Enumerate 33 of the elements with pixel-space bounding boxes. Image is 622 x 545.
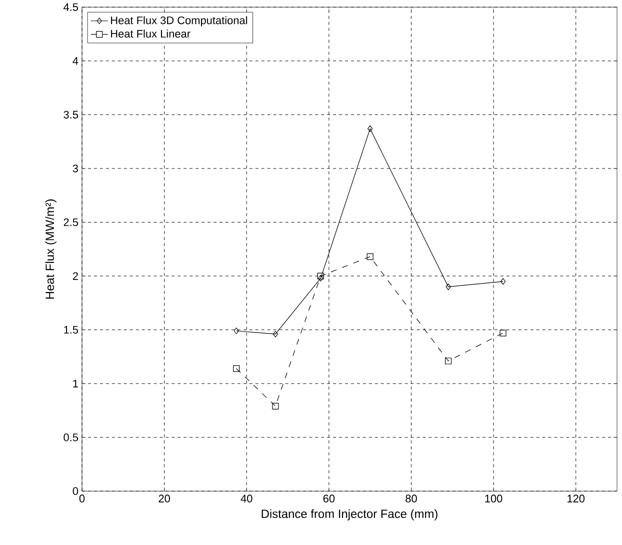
x-tick-label: 100: [485, 494, 502, 502]
point: [272, 402, 279, 410]
y-tick-label: 2.5: [64, 218, 78, 226]
point: [272, 330, 278, 338]
point: [366, 253, 374, 260]
point: [318, 274, 324, 282]
y-tick-label: 1.5: [64, 326, 78, 334]
y-tick-label: 3: [72, 164, 78, 172]
point: [317, 272, 324, 280]
y-tick-label: 4.5: [64, 3, 78, 11]
x-tick-label: 60: [323, 494, 335, 502]
x-tick-label: 120: [568, 494, 585, 502]
legend-label: Heat Flux 3D Computational: [111, 16, 248, 26]
point: [234, 328, 239, 334]
x-tick-label: 80: [406, 494, 417, 502]
point: [500, 330, 506, 336]
y-tick-label: 4: [72, 57, 78, 65]
point: [368, 125, 373, 132]
point: [233, 365, 240, 372]
y-axis-title: Heat Flux (MW/m²): [45, 199, 56, 299]
x-tick-label: 0: [79, 494, 85, 502]
y-tick-label: 1: [73, 380, 78, 388]
y-tick-label: 0.5: [64, 433, 78, 442]
y-tick-label: 0: [72, 487, 78, 495]
legend-label: Heat Flux Linear: [111, 30, 190, 38]
y-tick-label: 3.5: [64, 110, 78, 119]
y-tick-label: 2: [72, 272, 78, 280]
point: [446, 283, 451, 290]
point: [444, 358, 452, 364]
x-tick-label: 20: [158, 494, 170, 502]
point: [500, 278, 506, 285]
x-axis-title: Distance from Injector Face (mm): [262, 509, 438, 520]
x-tick-label: 40: [240, 494, 252, 502]
